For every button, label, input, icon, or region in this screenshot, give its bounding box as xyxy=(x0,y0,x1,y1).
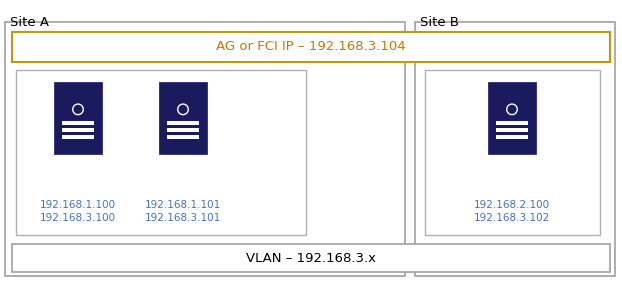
Text: 192.168.1.101: 192.168.1.101 xyxy=(145,200,221,210)
Bar xyxy=(54,82,102,154)
Bar xyxy=(167,135,198,139)
Bar xyxy=(12,32,610,62)
Bar xyxy=(62,121,93,125)
Bar xyxy=(167,128,198,132)
Text: Site A: Site A xyxy=(10,16,49,29)
Bar xyxy=(5,22,405,276)
Bar xyxy=(12,244,610,272)
Bar xyxy=(496,128,527,132)
Text: VLAN – 192.168.3.x: VLAN – 192.168.3.x xyxy=(246,251,376,264)
Bar xyxy=(16,70,306,235)
Bar xyxy=(496,121,527,125)
Bar xyxy=(159,82,207,154)
Bar xyxy=(488,82,536,154)
Text: Site B: Site B xyxy=(420,16,459,29)
Bar xyxy=(496,135,527,139)
Bar xyxy=(62,128,93,132)
Text: 192.168.3.101: 192.168.3.101 xyxy=(145,213,221,223)
Bar xyxy=(415,22,615,276)
Bar xyxy=(425,70,600,235)
Text: 192.168.3.102: 192.168.3.102 xyxy=(474,213,550,223)
Text: 192.168.2.100: 192.168.2.100 xyxy=(474,200,550,210)
Bar xyxy=(62,135,93,139)
Text: 192.168.1.100: 192.168.1.100 xyxy=(40,200,116,210)
Text: 192.168.3.100: 192.168.3.100 xyxy=(40,213,116,223)
Bar xyxy=(167,121,198,125)
Text: AG or FCI IP – 192.168.3.104: AG or FCI IP – 192.168.3.104 xyxy=(216,40,406,53)
